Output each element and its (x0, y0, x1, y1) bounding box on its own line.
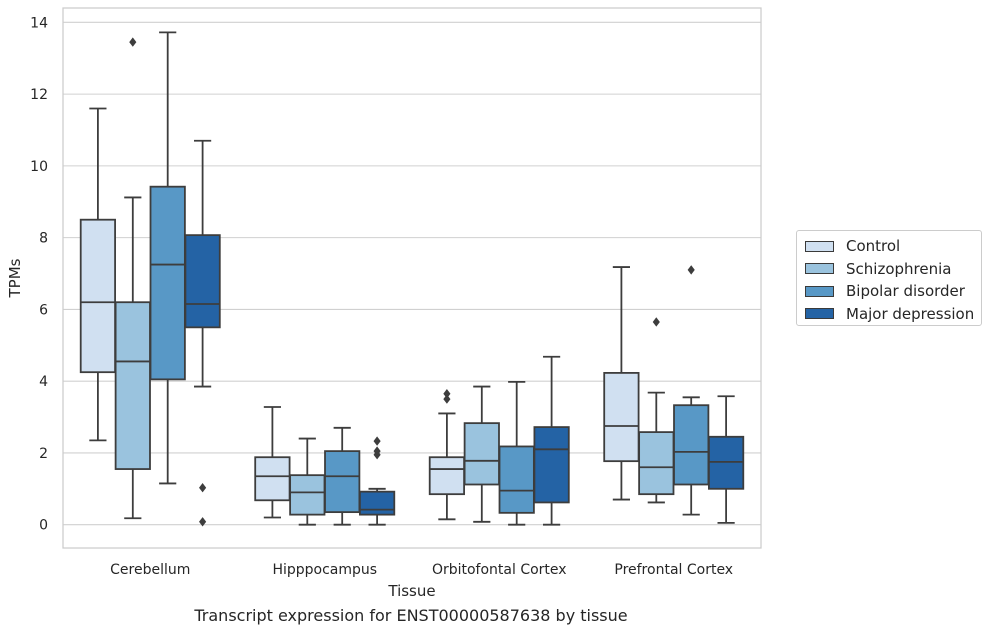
box (149, 31, 186, 485)
box-iqr (254, 456, 291, 502)
outlier-point (373, 446, 381, 456)
box-iqr (533, 426, 570, 504)
legend-label: Schizophrenia (846, 259, 952, 278)
box (79, 107, 116, 442)
box-iqr (289, 474, 326, 516)
box-iqr (463, 422, 500, 486)
x-axis-label: Tissue (387, 582, 435, 600)
box-iqr (359, 490, 396, 516)
y-tick-label: 0 (39, 518, 48, 534)
box-iqr (79, 218, 116, 374)
y-tick-label: 2 (39, 446, 48, 462)
legend-swatch (805, 285, 834, 297)
outlier-point (199, 517, 207, 527)
box (533, 355, 570, 526)
legend-item: Major depression (805, 303, 981, 326)
outlier-point (687, 265, 695, 275)
box-iqr (603, 372, 640, 463)
y-tick-label: 4 (39, 374, 48, 390)
box-iqr (673, 404, 710, 486)
legend-label: Control (846, 237, 901, 256)
outlier-point (652, 317, 660, 327)
box-iqr (114, 301, 151, 470)
outlier-point (129, 37, 137, 47)
box (184, 139, 221, 527)
outlier-point (443, 394, 451, 404)
box (463, 385, 500, 523)
y-tick-label: 12 (30, 87, 48, 103)
plot-frame (62, 7, 762, 549)
box (708, 395, 745, 524)
y-tick-label: 6 (39, 302, 48, 318)
box-iqr (149, 185, 186, 381)
y-tick-label: 8 (39, 231, 48, 247)
box-iqr (324, 450, 361, 514)
legend-item: Schizophrenia (805, 258, 981, 281)
legend-swatch (805, 308, 834, 320)
legend-label: Major depression (846, 304, 975, 323)
box (359, 436, 396, 526)
box-iqr (428, 456, 465, 496)
outlier-point (373, 436, 381, 446)
x-tick-label: Orbitofontal Cortex (432, 562, 567, 578)
box-series (79, 31, 745, 527)
box (114, 37, 151, 520)
box (638, 317, 675, 504)
box (254, 406, 291, 519)
box (324, 426, 361, 526)
chart-caption: Transcript expression for ENST0000058763… (194, 606, 628, 625)
box (289, 437, 326, 526)
legend-item: Control (805, 235, 981, 258)
x-tick-label: Hipppocampus (272, 562, 377, 578)
legend-swatch (805, 263, 834, 275)
x-tick-label: Prefrontal Cortex (614, 562, 733, 578)
box (603, 266, 640, 501)
box-iqr (184, 234, 221, 329)
y-tick-label: 10 (30, 159, 48, 175)
box (673, 265, 710, 516)
box-iqr (638, 431, 675, 496)
outlier-point (199, 483, 207, 493)
y-tick-label: 14 (30, 15, 48, 31)
tick-labels: 0 2 4 6 8 10 12 14 Cerebellum Hipppocampus Orbitof… (30, 15, 733, 578)
box (428, 389, 465, 521)
legend-item: Bipolar disorder (805, 280, 981, 303)
box (498, 380, 535, 526)
y-axis-label: TPMs (6, 258, 24, 298)
x-tick-label: Cerebellum (110, 562, 190, 578)
legend: Control Schizophrenia Bipolar disorder Majo… (796, 230, 982, 326)
legend-swatch (805, 240, 834, 252)
legend-label: Bipolar disorder (846, 282, 965, 301)
outlier-point (443, 389, 451, 399)
box-iqr (498, 445, 535, 514)
